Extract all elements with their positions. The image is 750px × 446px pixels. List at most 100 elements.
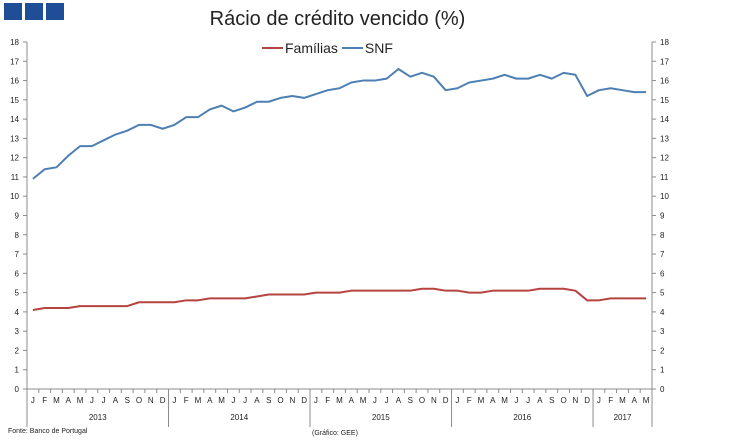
y-tick-label-right: 5 (660, 289, 665, 298)
y-tick-label-right: 14 (660, 115, 669, 124)
logo-block (4, 3, 22, 20)
y-tick-label-right: 7 (660, 250, 665, 259)
x-month-label: A (490, 396, 496, 405)
y-tick-label-right: 15 (660, 96, 669, 105)
y-tick-label-left: 13 (10, 134, 19, 143)
x-month-label: N (289, 396, 295, 405)
legend-label-familias: Famílias (285, 40, 338, 56)
x-month-label: N (572, 396, 578, 405)
x-month-label: O (560, 396, 566, 405)
x-month-label: S (125, 396, 130, 405)
series-line-snf (32, 67, 647, 180)
x-month-label: M (501, 396, 508, 405)
y-tick-label-right: 1 (660, 366, 665, 375)
y-tick-label-left: 11 (11, 173, 20, 182)
y-tick-label-left: 4 (15, 308, 20, 317)
y-tick-label-right: 11 (660, 173, 669, 182)
x-month-label: J (90, 396, 94, 405)
y-tick-label-right: 18 (660, 38, 669, 47)
x-month-label: O (419, 396, 425, 405)
y-tick-label-right: 9 (660, 212, 665, 221)
x-month-label: M (360, 396, 367, 405)
x-month-label: F (325, 396, 330, 405)
x-month-label: J (526, 396, 530, 405)
source-note: Fonte: Banco de Portugal (8, 428, 88, 435)
y-tick-label-right: 4 (660, 308, 665, 317)
y-tick-label-left: 0 (15, 385, 20, 394)
x-month-label: M (218, 396, 225, 405)
legend-label-snf: SNF (364, 40, 393, 56)
x-month-label: A (113, 396, 119, 405)
logo-block (25, 3, 43, 20)
x-month-label: M (195, 396, 202, 405)
chart-legend: Famílias SNF (262, 40, 393, 56)
x-month-label: J (455, 396, 459, 405)
x-month-label: S (266, 396, 271, 405)
x-month-label: J (243, 396, 247, 405)
x-month-label: F (608, 396, 613, 405)
x-month-label: S (549, 396, 554, 405)
x-month-label: A (396, 396, 402, 405)
x-month-label: J (385, 396, 389, 405)
y-tick-label-left: 2 (15, 346, 20, 355)
y-tick-label-right: 17 (660, 57, 669, 66)
x-month-label: D (584, 396, 590, 405)
x-month-label: D (160, 396, 166, 405)
x-month-label: J (514, 396, 518, 405)
y-tick-label-right: 2 (660, 346, 665, 355)
x-month-label: M (619, 396, 626, 405)
credit-note: (Gráfico: GEE) (312, 430, 358, 437)
chart-title: Rácio de crédito vencido (%) (209, 8, 466, 30)
x-month-label: F (42, 396, 47, 405)
logo-block (46, 3, 64, 20)
y-tick-label-left: 1 (15, 366, 20, 375)
x-month-label: O (277, 396, 283, 405)
logo (4, 3, 64, 20)
x-month-label: A (254, 396, 260, 405)
y-tick-label-right: 6 (660, 269, 665, 278)
x-month-label: M (643, 396, 650, 405)
x-month-label: J (172, 396, 176, 405)
y-tick-label-right: 0 (660, 385, 665, 394)
x-month-label: D (443, 396, 449, 405)
y-tick-label-left: 12 (10, 154, 19, 163)
x-month-label: A (66, 396, 72, 405)
x-month-label: J (373, 396, 377, 405)
x-month-label: J (31, 396, 35, 405)
x-month-label: F (467, 396, 472, 405)
x-year-label: 2016 (513, 413, 531, 422)
x-year-label: 2014 (230, 413, 248, 422)
x-month-label: O (136, 396, 142, 405)
x-month-label: D (301, 396, 307, 405)
y-tick-label-right: 13 (660, 134, 669, 143)
x-month-label: A (632, 396, 638, 405)
series-line-familias (32, 287, 647, 311)
x-month-label: N (148, 396, 154, 405)
y-tick-label-right: 12 (660, 154, 669, 163)
legend-swatch-snf (341, 47, 363, 49)
x-year-label: 2013 (89, 413, 107, 422)
chart-series (32, 67, 647, 311)
x-month-label: M (77, 396, 84, 405)
y-tick-label-left: 10 (10, 192, 19, 201)
x-month-label: J (597, 396, 601, 405)
y-tick-label-left: 17 (10, 57, 19, 66)
y-tick-label-right: 3 (660, 327, 665, 336)
x-month-label: F (184, 396, 189, 405)
y-tick-label-left: 18 (10, 38, 19, 47)
x-month-label: M (53, 396, 60, 405)
x-month-label: J (231, 396, 235, 405)
y-tick-label-left: 8 (15, 231, 20, 240)
x-month-label: S (408, 396, 413, 405)
legend-swatch-familias (262, 47, 283, 49)
x-month-label: J (102, 396, 106, 405)
y-tick-label-left: 6 (15, 269, 20, 278)
y-tick-label-left: 16 (10, 77, 19, 86)
legend-item-snf: SNF (341, 40, 393, 56)
legend-item-familias: Famílias (262, 40, 338, 56)
x-month-label: J (314, 396, 318, 405)
y-tick-label-left: 7 (15, 250, 20, 259)
